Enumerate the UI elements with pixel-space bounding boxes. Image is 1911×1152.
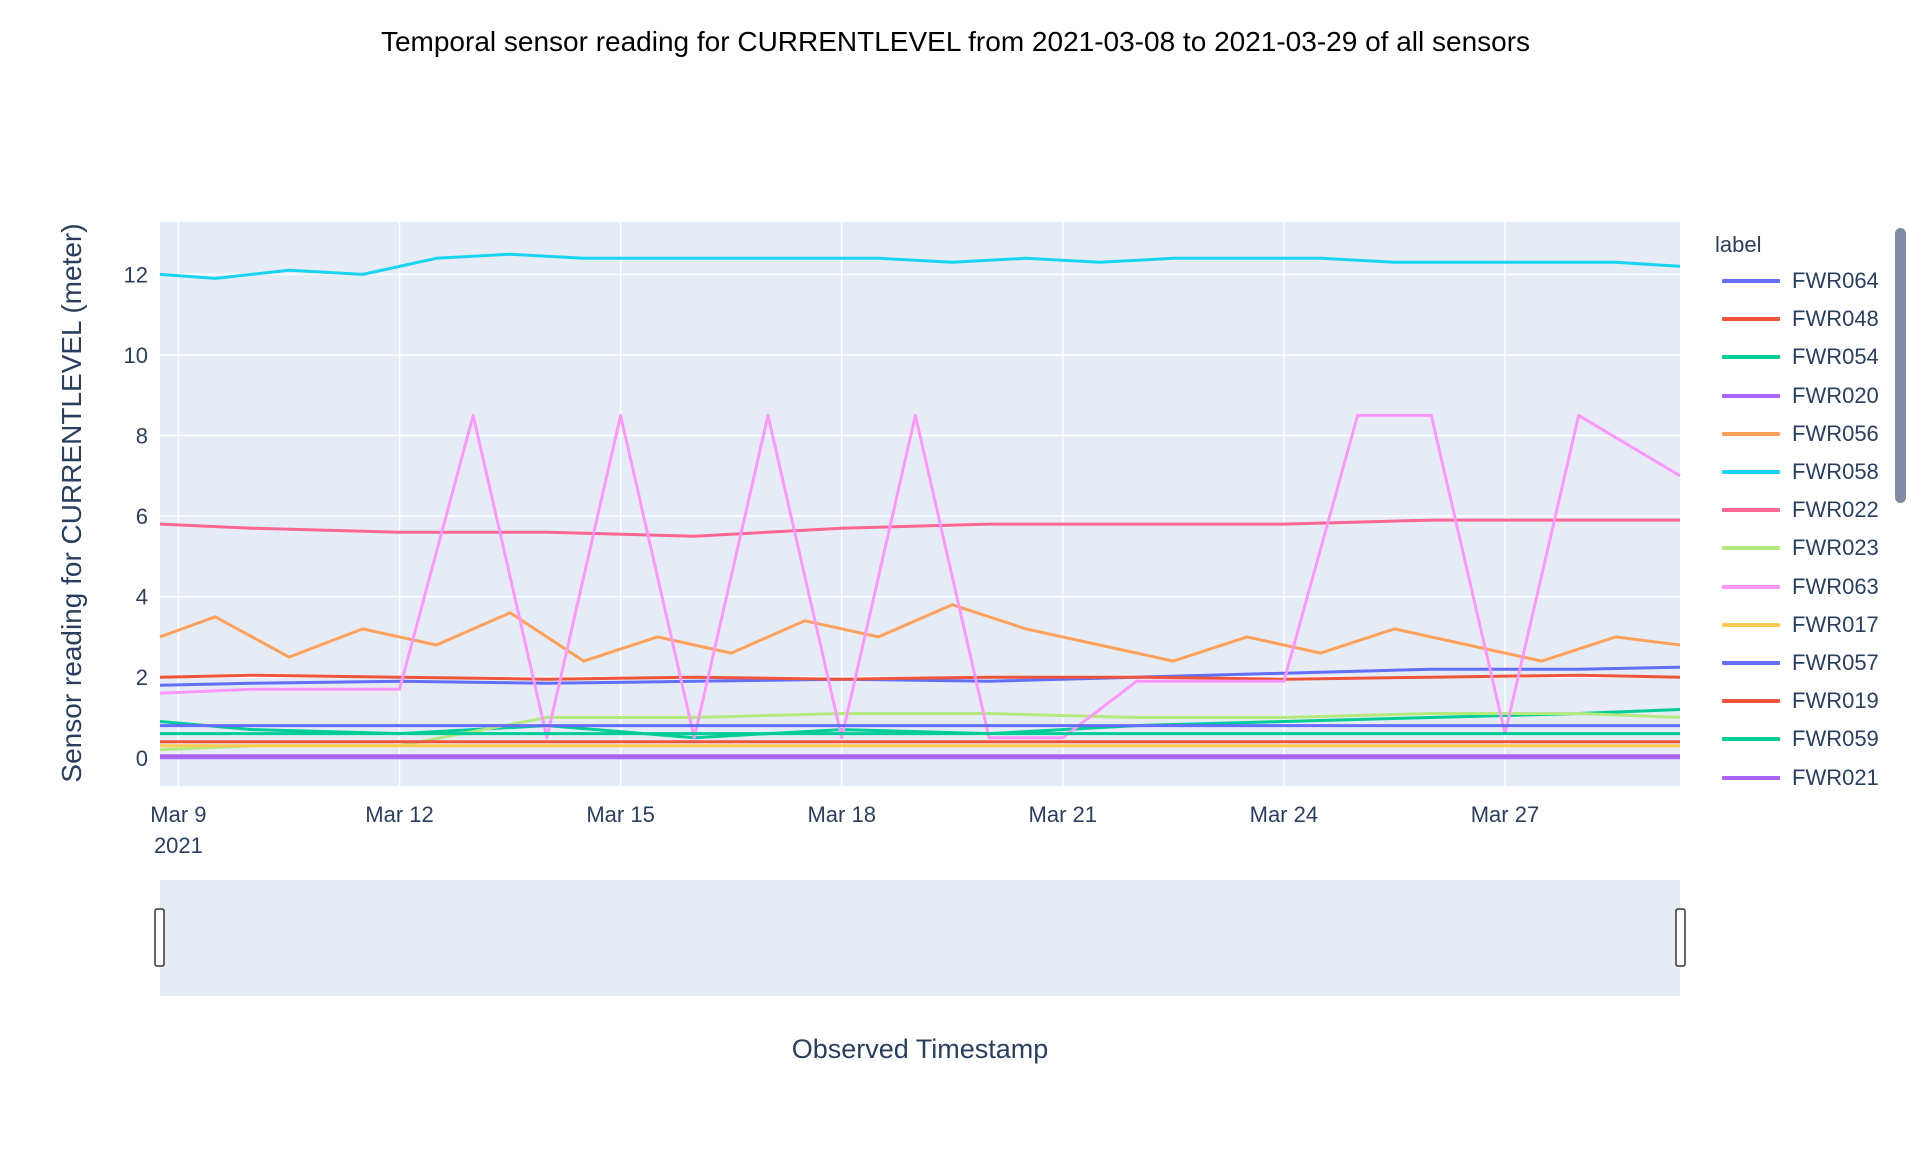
x-tick-label: Mar 12 [365, 802, 433, 827]
range-slider-left-handle[interactable] [154, 908, 165, 967]
legend-swatch [1722, 699, 1780, 704]
legend-swatch [1722, 584, 1780, 589]
legend-label: FWR058 [1792, 459, 1879, 485]
x-tick-labels: Mar 9 Mar 12 Mar 15 Mar 18 Mar 21 Mar 24 Mar 2… [150, 802, 1539, 858]
x-tick-label: Mar 9 [150, 802, 206, 827]
y-tick-label: 2 [136, 665, 148, 690]
y-tick-label: 4 [136, 585, 148, 610]
series-line-fwr058[interactable] [159, 252, 1681, 280]
series-lines [159, 252, 1681, 760]
legend-label: FWR064 [1792, 268, 1879, 294]
legend: label FWR064 FWR048 FWR054 FWR020 FWR056 FWR0… [1700, 224, 1900, 788]
legend-item-fwr056[interactable]: FWR056 [1700, 415, 1879, 453]
legend-label: FWR059 [1792, 726, 1879, 752]
legend-item-fwr021[interactable]: FWR021 [1700, 758, 1879, 788]
y-tick-labels: 0 2 4 6 8 10 12 [124, 262, 148, 770]
series-line-fwr056[interactable] [159, 603, 1681, 663]
legend-swatch [1722, 355, 1780, 360]
legend-label: FWR048 [1792, 306, 1879, 332]
plot-area [160, 222, 1680, 786]
y-tick-label: 6 [136, 504, 148, 529]
legend-item-fwr017[interactable]: FWR017 [1700, 606, 1879, 644]
chart-title: Temporal sensor reading for CURRENTLEVEL… [380, 26, 1531, 57]
y-tick-label: 12 [124, 262, 148, 287]
legend-item-fwr020[interactable]: FWR020 [1700, 377, 1879, 415]
legend-swatch [1722, 317, 1780, 322]
legend-item-fwr064[interactable]: FWR064 [1700, 262, 1879, 300]
x-tick-label: Mar 21 [1029, 802, 1097, 827]
legend-item-fwr048[interactable]: FWR048 [1700, 300, 1879, 338]
legend-swatch [1722, 431, 1780, 436]
x-tick-label: Mar 27 [1471, 802, 1539, 827]
legend-item-fwr019[interactable]: FWR019 [1700, 682, 1879, 720]
range-slider-track[interactable] [160, 880, 1680, 996]
x-year-label: 2021 [154, 833, 203, 858]
legend-label: FWR022 [1792, 497, 1879, 523]
legend-item-fwr057[interactable]: FWR057 [1700, 644, 1879, 682]
legend-label: FWR017 [1792, 611, 1879, 637]
x-tick-label: Mar 24 [1250, 802, 1318, 827]
legend-label: FWR056 [1792, 420, 1879, 446]
x-tick-label: Mar 15 [586, 802, 654, 827]
legend-item-fwr023[interactable]: FWR023 [1700, 529, 1879, 567]
x-tick-label: Mar 18 [807, 802, 875, 827]
legend-label: FWR063 [1792, 573, 1879, 599]
legend-swatch [1722, 470, 1780, 475]
series-line-fwr063[interactable] [159, 413, 1681, 740]
legend-item-fwr022[interactable]: FWR022 [1700, 491, 1879, 529]
legend-swatch [1722, 737, 1780, 742]
y-tick-label: 10 [124, 343, 148, 368]
legend-swatch [1722, 393, 1780, 398]
y-axis-label: Sensor reading for CURRENTLEVEL (meter) [56, 223, 87, 783]
series-line-fwr064[interactable] [159, 665, 1681, 687]
legend-swatch [1722, 279, 1780, 284]
legend-swatch [1722, 508, 1780, 513]
legend-title: label [1715, 232, 1762, 257]
y-tick-label: 8 [136, 424, 148, 449]
legend-scrollbar[interactable] [1895, 228, 1906, 503]
legend-label: FWR019 [1792, 688, 1879, 714]
series-line-fwr048[interactable] [159, 673, 1681, 681]
legend-item-fwr059[interactable]: FWR059 [1700, 720, 1879, 758]
legend-swatch [1722, 546, 1780, 551]
x-axis-label: Observed Timestamp [791, 1034, 1049, 1064]
legend-item-fwr058[interactable]: FWR058 [1700, 453, 1879, 491]
legend-swatch [1722, 775, 1780, 780]
legend-items: FWR064 FWR048 FWR054 FWR020 FWR056 FWR058 FWR0… [1700, 262, 1879, 788]
range-slider-right-handle[interactable] [1675, 908, 1686, 967]
legend-swatch [1722, 660, 1780, 665]
legend-item-fwr054[interactable]: FWR054 [1700, 338, 1879, 376]
legend-swatch [1722, 622, 1780, 627]
legend-label: FWR021 [1792, 764, 1879, 788]
legend-label: FWR020 [1792, 382, 1879, 408]
legend-label: FWR054 [1792, 344, 1879, 370]
legend-label: FWR057 [1792, 649, 1879, 675]
y-tick-label: 0 [136, 746, 148, 771]
legend-label: FWR023 [1792, 535, 1879, 561]
legend-item-fwr063[interactable]: FWR063 [1700, 568, 1879, 606]
